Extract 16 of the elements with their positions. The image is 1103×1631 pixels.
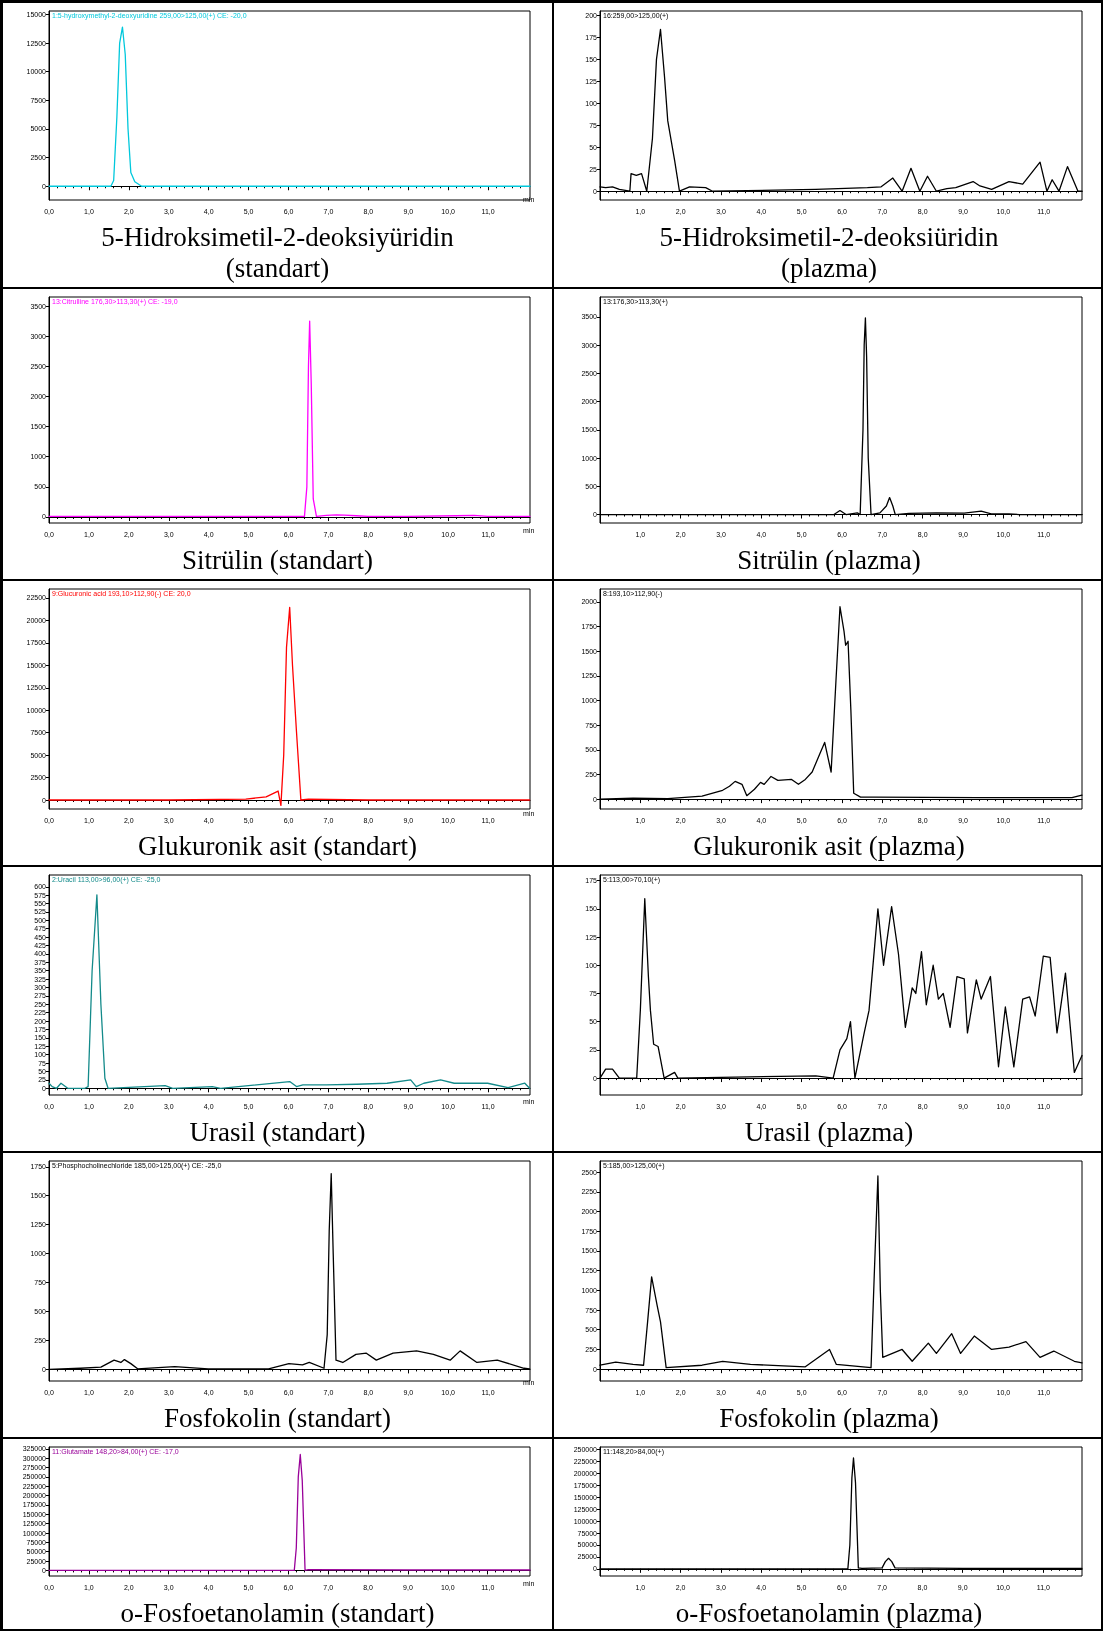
text: Fosfokolin (standart): [162, 1403, 393, 1435]
line-series: [48, 894, 531, 1089]
line-series: [48, 26, 531, 187]
text: o-Fosfoetanolamin (standart): [119, 1598, 436, 1630]
text: Fosfokolin (plazma): [718, 1403, 940, 1435]
text: Sitrülin (standart): [180, 545, 375, 577]
text: o-Fosfoetanolamin (plazma): [674, 1598, 984, 1630]
text: Glukuronik asit (standart): [137, 831, 418, 863]
text: 5-Hidroksimetil-2-deoksiüridin (plazma): [658, 222, 1000, 285]
line-series: [48, 606, 531, 807]
text: Urasil (standart): [188, 1117, 367, 1149]
text: Urasil (plazma): [743, 1117, 915, 1149]
text: Sitrülin (plazma): [736, 545, 922, 577]
text: Glukuronik asit (plazma): [692, 831, 966, 863]
line-series: [48, 320, 531, 518]
text: 5-Hidroksimetil-2-deoksiyüridin (standart): [100, 222, 455, 285]
